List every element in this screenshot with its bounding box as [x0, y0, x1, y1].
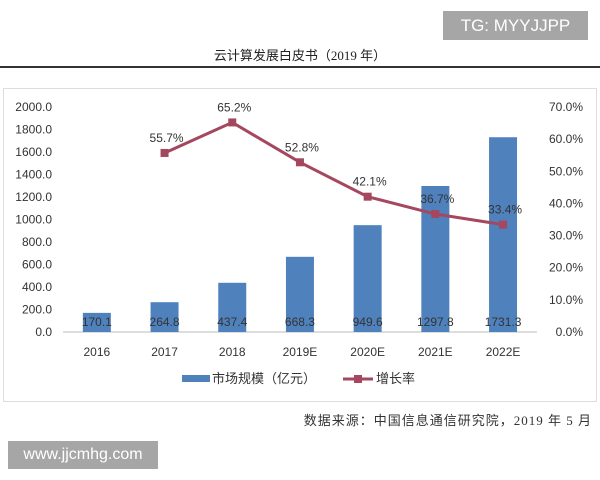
x-axis-tick: 2021E	[418, 345, 453, 359]
bar-data-label: 437.4	[217, 315, 247, 329]
bar-data-label: 264.8	[150, 315, 180, 329]
bar-data-label: 1731.3	[485, 315, 522, 329]
bar	[421, 185, 450, 332]
left-axis-tick: 1600.0	[15, 145, 52, 159]
left-axis-tick: 400.0	[22, 280, 52, 294]
chart-frame	[3, 88, 597, 402]
bar-data-label: 170.1	[82, 315, 112, 329]
growth-point	[499, 220, 508, 229]
bar	[150, 302, 179, 332]
growth-line	[163, 120, 504, 227]
bar-data-label: 668.3	[285, 315, 315, 329]
growth-data-label: 42.1%	[353, 175, 387, 189]
bar	[285, 256, 314, 332]
legend-line-label: 增长率	[376, 371, 415, 386]
right-axis-tick: 60.0%	[549, 132, 583, 146]
growth-data-label: 36.7%	[420, 192, 454, 206]
right-axis-tick: 0.0%	[556, 325, 584, 339]
growth-point	[228, 118, 237, 127]
growth-data-label: 55.7%	[150, 131, 184, 145]
x-axis-tick: 2020E	[350, 345, 385, 359]
bar	[218, 282, 247, 332]
left-axis-tick: 800.0	[22, 235, 52, 249]
left-axis-tick: 1400.0	[15, 168, 52, 182]
web-watermark: www.jjcmhg.com	[8, 441, 158, 469]
left-axis-tick: 2000.0	[15, 100, 52, 114]
left-axis-tick: 200.0	[22, 303, 52, 317]
growth-point	[363, 192, 372, 201]
x-axis-tick: 2017	[151, 345, 178, 359]
growth-data-label: 52.8%	[285, 140, 319, 154]
bar-data-label: 1297.8	[417, 315, 454, 329]
header-divider	[0, 66, 600, 68]
page-header-title: 云计算发展白皮书（2019 年）	[213, 48, 387, 63]
growth-data-label: 65.2%	[217, 100, 251, 114]
legend-bar-label: 市场规模（亿元）	[212, 371, 316, 386]
left-axis-tick: 1800.0	[15, 123, 52, 137]
right-axis-tick: 10.0%	[549, 293, 583, 307]
legend-line-marker	[354, 375, 362, 383]
bar	[353, 225, 382, 332]
growth-point	[431, 210, 440, 219]
right-axis-tick: 50.0%	[549, 164, 583, 178]
legend-bar-swatch	[182, 375, 210, 382]
left-axis-tick: 0.0	[35, 325, 52, 339]
x-axis-tick: 2019E	[283, 345, 318, 359]
right-axis-tick: 30.0%	[549, 229, 583, 243]
right-axis-tick: 70.0%	[549, 100, 583, 114]
left-axis-tick: 600.0	[22, 258, 52, 272]
growth-data-label: 33.4%	[488, 203, 522, 217]
x-axis-tick: 2018	[219, 345, 246, 359]
left-axis-tick: 1000.0	[15, 213, 52, 227]
left-axis-tick: 1200.0	[15, 190, 52, 204]
bar	[489, 137, 518, 332]
data-source: 数据来源：中国信息通信研究院，2019 年 5 月	[303, 413, 592, 428]
growth-point	[160, 148, 169, 157]
bar	[82, 312, 111, 332]
tg-watermark: TG: MYYJJPP	[443, 11, 588, 40]
right-axis-tick: 20.0%	[549, 261, 583, 275]
right-axis-tick: 40.0%	[549, 196, 583, 210]
x-axis-tick: 2022E	[486, 345, 521, 359]
bar-data-label: 949.6	[353, 315, 383, 329]
growth-point	[295, 158, 304, 167]
x-axis-tick: 2016	[83, 345, 110, 359]
